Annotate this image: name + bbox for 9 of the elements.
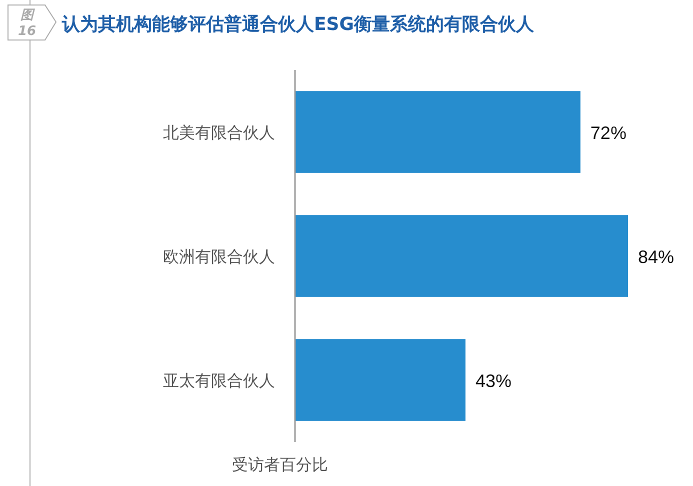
- caption: 图 16: [18, 8, 36, 39]
- chart-title: 认为其机构能够评估普通合伙人ESG衡量系统的有限合伙人: [61, 14, 536, 35]
- y-tick-label: 北美有限合伙人: [163, 123, 275, 142]
- y-tick-label: 欧洲有限合伙人: [163, 247, 275, 266]
- data-label: 72%: [590, 123, 626, 143]
- y-tick-label: 亚太有限合伙人: [163, 371, 275, 390]
- data-label: 43%: [475, 371, 512, 391]
- x-axis-title: 受访者百分比: [232, 455, 328, 474]
- data-label: 84%: [638, 247, 674, 267]
